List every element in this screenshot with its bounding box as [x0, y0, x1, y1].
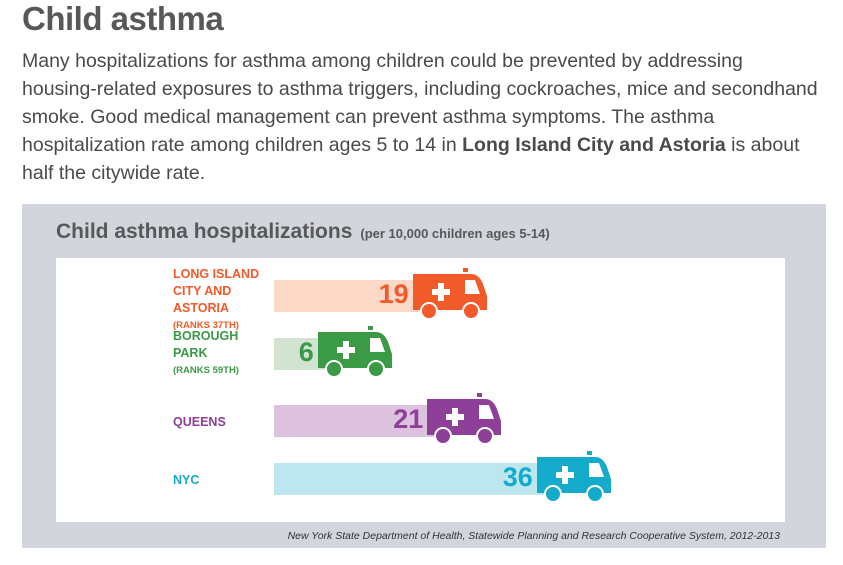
- bar: [274, 463, 547, 495]
- category-label: BOROUGH PARK (RANKS 59TH): [173, 328, 268, 379]
- bar: [274, 405, 438, 437]
- category-name: LONG ISLAND CITY AND ASTORIA: [173, 267, 260, 315]
- intro-text: Many hospitalizations for asthma among c…: [22, 50, 818, 184]
- chart-panel: Child asthma hospitalizations (per 10,000…: [22, 204, 826, 548]
- value-label: 6: [298, 337, 314, 367]
- category-label: NYC: [173, 472, 268, 489]
- ambulance-icon: [427, 393, 502, 445]
- value-label: 21: [393, 404, 424, 434]
- page-title: Child asthma: [22, 0, 224, 37]
- category-label: LONG ISLAND CITY AND ASTORIA (RANKS 37TH): [173, 266, 268, 334]
- rank-label: (RANKS 37TH): [173, 320, 239, 331]
- category-label: QUEENS: [173, 414, 268, 431]
- source-note: New York State Department of Health, Sta…: [287, 530, 780, 542]
- value-label: 36: [502, 462, 533, 492]
- bar: [274, 280, 423, 312]
- ambulance-icon: [317, 326, 392, 378]
- category-name: NYC: [173, 473, 200, 487]
- rank-label: (RANKS 59TH): [173, 365, 239, 376]
- ambulance-icon: [536, 451, 611, 503]
- chart-area: LONG ISLAND CITY AND ASTORIA (RANKS 37TH)…: [56, 258, 785, 522]
- ambulance-icon: [412, 268, 487, 320]
- category-name: QUEENS: [173, 415, 226, 429]
- value-label: 19: [378, 279, 409, 309]
- chart-title: Child asthma hospitalizations (per 10,000…: [56, 220, 550, 243]
- category-name: BOROUGH PARK: [173, 329, 239, 360]
